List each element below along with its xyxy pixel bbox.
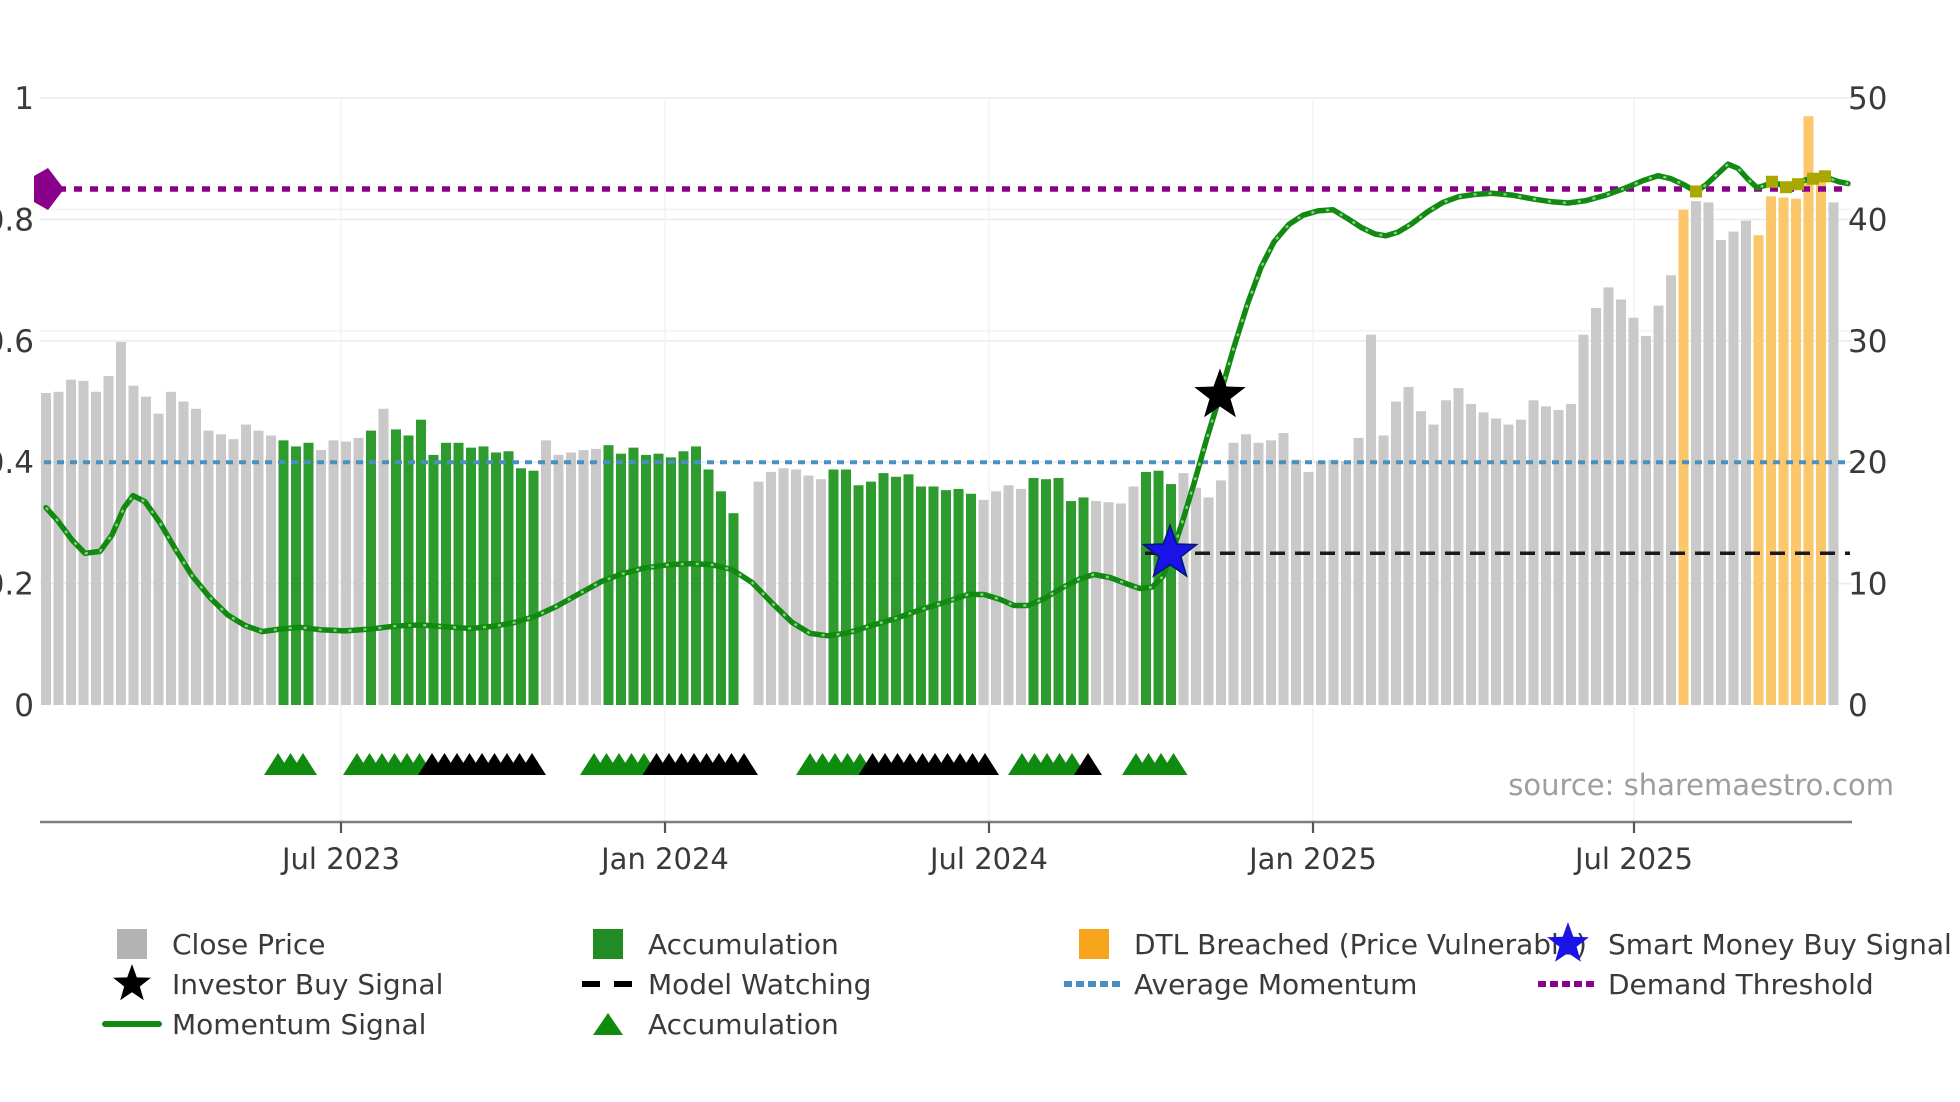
left-axis-tick-label: 0.8 xyxy=(0,202,34,238)
right-axis-tick-label: 10 xyxy=(1848,567,1887,603)
dtl-breach-marker xyxy=(1807,172,1819,185)
momentum-line xyxy=(43,161,1851,639)
accumulation-triangle xyxy=(1159,753,1188,775)
right-axis-tick-label: 40 xyxy=(1848,202,1887,238)
x-axis-tick-label: Jul 2025 xyxy=(1573,842,1693,876)
x-axis-tick-label: Jul 2023 xyxy=(280,842,400,876)
right-axis-tick-label: 30 xyxy=(1848,324,1887,360)
accumulation-triangle xyxy=(730,753,758,775)
left-axis-tick-label: 0.2 xyxy=(0,567,34,603)
accumulation-triangle xyxy=(1074,753,1102,775)
left-axis-tick-label: 0.4 xyxy=(0,445,34,481)
accumulation-triangle xyxy=(971,753,999,775)
dtl-breach-marker xyxy=(1690,185,1702,198)
dtl-breach-marker xyxy=(1792,178,1804,191)
right-axis-tick-label: 20 xyxy=(1848,445,1887,481)
right-axis-tick-label: 50 xyxy=(1848,81,1887,117)
left-axis-tick-label: 1 xyxy=(14,81,34,117)
accumulation-triangle-markers xyxy=(264,753,1188,775)
investor-buy-signal-star xyxy=(1194,368,1246,418)
x-axis-tick-label: Jan 2025 xyxy=(1247,842,1377,876)
left-axis-tick-label: 0 xyxy=(14,688,34,724)
demand-threshold-start-marker xyxy=(34,168,64,211)
signal-markers xyxy=(34,168,1831,578)
x-axis-tick-label: Jul 2024 xyxy=(928,842,1048,876)
accumulation-triangle xyxy=(518,753,546,775)
dtl-breach-marker xyxy=(1766,175,1778,188)
left-axis-tick-label: 0.6 xyxy=(0,324,34,360)
source-note: source: sharemaestro.com xyxy=(1508,768,1894,802)
dtl-breach-marker xyxy=(1819,170,1831,183)
right-axis-tick-label: 0 xyxy=(1848,688,1868,724)
dtl-breach-marker xyxy=(1780,181,1792,194)
threshold-lines xyxy=(44,186,1850,556)
axes: Jul 2023 Jan 2024 Jul 2024 Jan 2025 Jul 2025… xyxy=(0,81,1887,876)
accumulation-triangle xyxy=(289,753,317,775)
smart-money-buy-signal-star xyxy=(1141,523,1199,578)
x-axis-tick-label: Jan 2024 xyxy=(599,842,729,876)
